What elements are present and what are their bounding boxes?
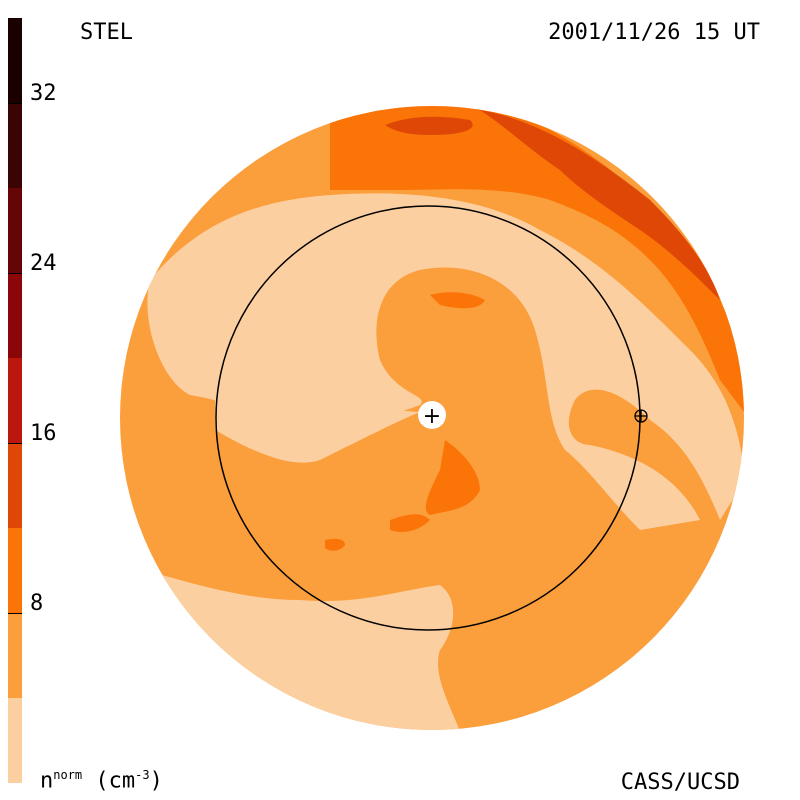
colorbar-swatch bbox=[8, 443, 22, 528]
colorbar-swatch bbox=[8, 613, 22, 698]
contour-level-8-12-top bbox=[330, 106, 744, 420]
contour-level-8-12-spot-c bbox=[390, 514, 430, 532]
colorbar-swatch bbox=[8, 103, 22, 188]
unit-base: n bbox=[40, 768, 54, 793]
colorbar-tick bbox=[8, 273, 22, 274]
colorbar-swatch bbox=[8, 188, 22, 273]
contour-level-8-12-spot-b bbox=[425, 440, 480, 515]
unit-superscript: norm bbox=[53, 767, 83, 782]
contour-level-8-12-spot-d bbox=[325, 538, 345, 551]
colorbar-swatch bbox=[8, 528, 22, 613]
colorbar-tick bbox=[8, 103, 22, 104]
sun-icon bbox=[418, 401, 446, 429]
source-label: STEL bbox=[80, 20, 133, 45]
contour-level-12-16-spot bbox=[385, 116, 473, 135]
colorbar bbox=[8, 18, 22, 783]
colorbar-swatch bbox=[8, 18, 22, 103]
colorbar-tick bbox=[8, 443, 22, 444]
timestamp-label: 2001/11/26 15 UT bbox=[548, 20, 760, 45]
colorbar-swatch bbox=[8, 698, 22, 783]
sun-symbol: + bbox=[423, 404, 441, 429]
unit-close: ) bbox=[149, 768, 163, 793]
colorbar-tick-label: 16 bbox=[30, 421, 57, 446]
colorbar-tick-label: 24 bbox=[30, 251, 57, 276]
unit-label: nnorm (cm-3) bbox=[40, 769, 163, 792]
colorbar-swatch bbox=[8, 273, 22, 358]
colorbar-tick bbox=[8, 613, 22, 614]
credit-label: CASS/UCSD bbox=[620, 770, 740, 795]
colorbar-tick-label: 8 bbox=[30, 591, 44, 616]
colorbar-swatch bbox=[8, 358, 22, 443]
unit-rest: (cm bbox=[95, 768, 136, 793]
contour-level-0-4-arm bbox=[215, 340, 420, 463]
unit-exponent: -3 bbox=[135, 767, 150, 782]
colorbar-tick-label: 32 bbox=[30, 81, 57, 106]
earth-orbit-circle bbox=[215, 205, 641, 631]
contour-level-0-4-upper bbox=[147, 193, 744, 530]
contour-level-8-12-spot-a bbox=[430, 292, 485, 309]
